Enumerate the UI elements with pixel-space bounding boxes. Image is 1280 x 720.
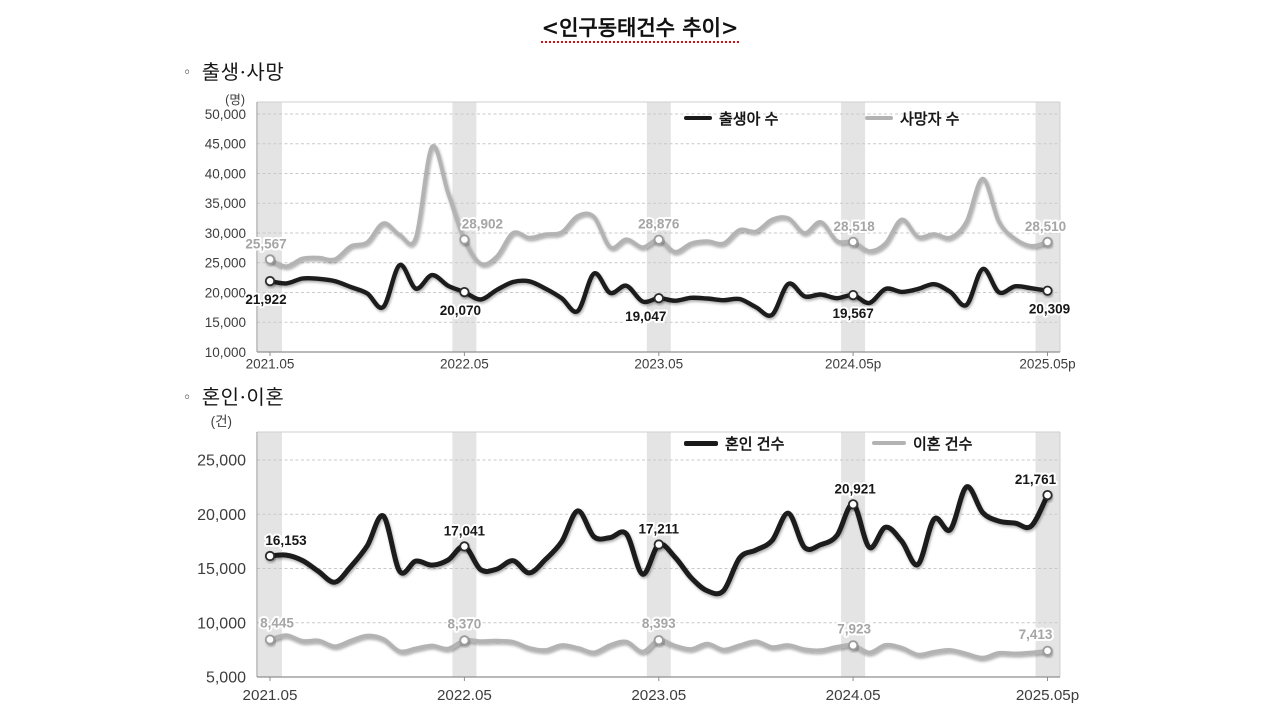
bullet-icon: ◦	[183, 65, 192, 81]
marriage-divorce-chart: 2021.05 2022.05 2023.05 2024.05 2025.05p 5,00…	[197, 431, 1079, 704]
data-point-marker	[847, 640, 859, 651]
deaths-legend-line-swatch	[865, 116, 893, 120]
data-point-marker	[459, 286, 470, 298]
highlight-band	[258, 102, 282, 352]
data-point-label: 8,445	[260, 616, 294, 631]
data-point-label: 17,211	[639, 522, 680, 537]
x-tick-label: 2025.05p	[1016, 687, 1079, 704]
y-tick-label: 35,000	[205, 196, 246, 211]
x-tick-label: 2021.05	[246, 357, 295, 372]
section-heading-marriage-divorce-text: 혼인·이혼	[201, 385, 285, 409]
page-title-text: <인구동태건수 추이>	[541, 15, 739, 43]
data-point-label: 20,921	[834, 481, 876, 496]
data-point-label: 28,876	[638, 217, 680, 232]
data-point-marker	[1042, 236, 1053, 247]
highlight-band	[841, 432, 866, 677]
data-point-label: 7,413	[1019, 627, 1053, 642]
births-legend-line-swatch	[684, 115, 712, 121]
data-point-marker	[459, 541, 470, 552]
data-point-label: 28,510	[1025, 219, 1066, 234]
y-tick-label: 50,000	[205, 107, 246, 122]
data-point-label: 20,070	[440, 303, 481, 318]
data-point-marker	[847, 289, 859, 301]
marriage-legend-label: 혼인 건수	[725, 435, 785, 453]
x-tick-label: 2025.05p	[1019, 357, 1075, 372]
data-point-marker	[847, 236, 859, 247]
x-tick-label: 2022.05	[440, 357, 489, 372]
y-tick-label: 10,000	[205, 345, 246, 360]
data-point-label: 8,393	[642, 616, 676, 631]
data-point-marker	[1042, 645, 1053, 656]
legend-item-deaths: 사망자 수	[865, 109, 960, 128]
section-heading-birth-death: ◦ 출생·사망	[183, 56, 284, 85]
birth-death-chart: 2021.05 2022.05 2023.05 2024.05p 2025.05p 10,…	[205, 101, 1076, 372]
legend-item-births: 출생아 수	[684, 109, 779, 128]
legend-item-divorce: 이혼 건수	[872, 434, 973, 453]
y-tick-label: 15,000	[205, 315, 246, 330]
data-point-marker	[459, 635, 470, 646]
data-point-label: 19,047	[625, 309, 666, 324]
data-point-marker	[459, 234, 470, 245]
y-tick-label: 45,000	[205, 137, 246, 152]
y-tick-label: 5,000	[206, 670, 246, 687]
page-title: <인구동태건수 추이>	[0, 12, 1280, 43]
legend-item-marriage: 혼인 건수	[684, 434, 785, 453]
bullet-icon: ◦	[183, 390, 192, 406]
x-tick-label: 2021.05	[243, 687, 298, 704]
y-tick-label: 20,000	[205, 285, 246, 300]
highlight-band	[1035, 432, 1060, 677]
data-point-label: 7,923	[837, 621, 871, 636]
data-point-label: 19,567	[832, 306, 873, 321]
y-tick-label: 30,000	[205, 226, 246, 241]
y-tick-label: 40,000	[205, 166, 246, 181]
x-tick-label: 2022.05	[437, 687, 492, 704]
y-tick-label: 20,000	[197, 507, 246, 524]
data-point-marker	[653, 539, 664, 550]
x-tick-label: 2024.05	[826, 687, 881, 704]
data-point-label: 8,370	[448, 616, 482, 631]
data-point-label: 28,518	[833, 219, 875, 234]
data-point-marker	[1042, 285, 1053, 296]
section-heading-birth-death-text: 출생·사망	[201, 60, 285, 84]
data-point-marker	[264, 254, 276, 265]
y-tick-label: 25,000	[197, 453, 246, 470]
data-point-label: 17,041	[444, 523, 486, 538]
data-point-marker	[264, 275, 276, 287]
x-tick-label: 2023.05	[634, 357, 683, 372]
y-tick-label: 15,000	[197, 561, 246, 578]
y-tick-label: 25,000	[205, 256, 246, 271]
data-point-marker	[1042, 489, 1053, 501]
data-point-label: 28,902	[462, 217, 503, 232]
x-tick-label: 2024.05p	[825, 357, 881, 372]
data-point-label: 21,922	[245, 292, 286, 307]
data-point-marker	[847, 499, 859, 510]
y-axis-unit-marriage-divorce: (건)	[210, 414, 232, 429]
data-point-label: 25,567	[245, 236, 286, 251]
divorce-legend-label: 이혼 건수	[913, 435, 973, 453]
y-axis-unit-birth-death: (명)	[225, 93, 245, 107]
data-point-label: 16,153	[265, 533, 307, 548]
data-point-marker	[264, 634, 276, 645]
data-point-marker	[264, 550, 276, 562]
section-heading-marriage-divorce: ◦ 혼인·이혼	[183, 381, 284, 410]
data-point-label: 20,309	[1029, 302, 1070, 317]
marriage-legend-line-swatch	[684, 440, 718, 446]
births-legend-label: 출생아 수	[719, 110, 779, 128]
data-point-label: 21,761	[1015, 472, 1057, 487]
data-point-marker	[653, 234, 664, 245]
y-tick-label: 10,000	[197, 615, 246, 632]
data-point-marker	[653, 635, 664, 646]
deaths-legend-label: 사망자 수	[900, 110, 960, 128]
x-tick-label: 2023.05	[631, 687, 686, 704]
divorce-legend-line-swatch	[872, 440, 906, 446]
data-point-marker	[653, 293, 664, 304]
